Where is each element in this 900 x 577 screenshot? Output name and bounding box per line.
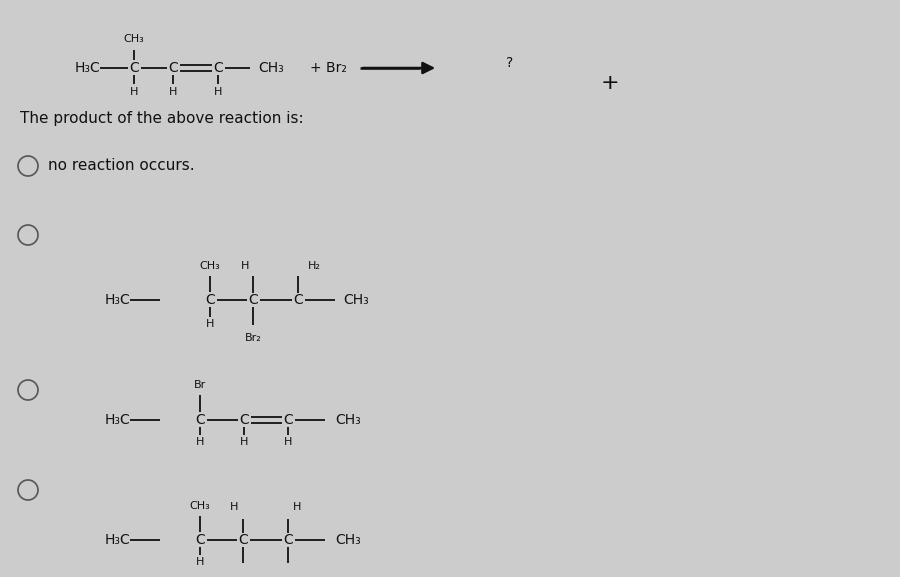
Text: C: C <box>129 61 139 75</box>
Text: CH₃: CH₃ <box>190 501 211 511</box>
Text: CH₃: CH₃ <box>123 34 144 44</box>
Text: H: H <box>214 87 222 97</box>
Text: H: H <box>284 437 292 447</box>
Text: H: H <box>169 87 177 97</box>
Text: CH₃: CH₃ <box>335 533 361 547</box>
Text: C: C <box>213 61 223 75</box>
Text: H: H <box>230 502 238 512</box>
Text: C: C <box>168 61 178 75</box>
Text: H: H <box>293 502 302 512</box>
Text: +: + <box>600 73 619 93</box>
Text: H: H <box>130 87 139 97</box>
Text: H₃C: H₃C <box>104 413 130 427</box>
Text: Br: Br <box>194 380 206 390</box>
Text: H: H <box>240 261 249 271</box>
Text: C: C <box>248 293 258 307</box>
Text: CH₃: CH₃ <box>335 413 361 427</box>
Text: H: H <box>196 557 204 567</box>
Text: H₃C: H₃C <box>74 61 100 75</box>
Text: ?: ? <box>507 56 514 70</box>
Text: The product of the above reaction is:: The product of the above reaction is: <box>20 111 303 126</box>
Text: H: H <box>239 437 248 447</box>
Text: C: C <box>284 413 292 427</box>
Text: H: H <box>206 319 214 329</box>
Text: no reaction occurs.: no reaction occurs. <box>48 159 194 174</box>
Text: H₃C: H₃C <box>104 293 130 307</box>
Text: C: C <box>284 533 292 547</box>
Text: C: C <box>195 413 205 427</box>
Text: CH₃: CH₃ <box>200 261 220 271</box>
Text: C: C <box>195 533 205 547</box>
Text: CH₃: CH₃ <box>343 293 369 307</box>
Text: C: C <box>239 413 249 427</box>
Text: + Br₂: + Br₂ <box>310 61 346 75</box>
Text: H: H <box>196 437 204 447</box>
Text: C: C <box>293 293 303 307</box>
Text: H₃C: H₃C <box>104 533 130 547</box>
Text: C: C <box>238 533 248 547</box>
Text: H₂: H₂ <box>308 261 321 271</box>
Text: CH₃: CH₃ <box>258 61 284 75</box>
Text: C: C <box>205 293 215 307</box>
Text: Br₂: Br₂ <box>245 333 261 343</box>
